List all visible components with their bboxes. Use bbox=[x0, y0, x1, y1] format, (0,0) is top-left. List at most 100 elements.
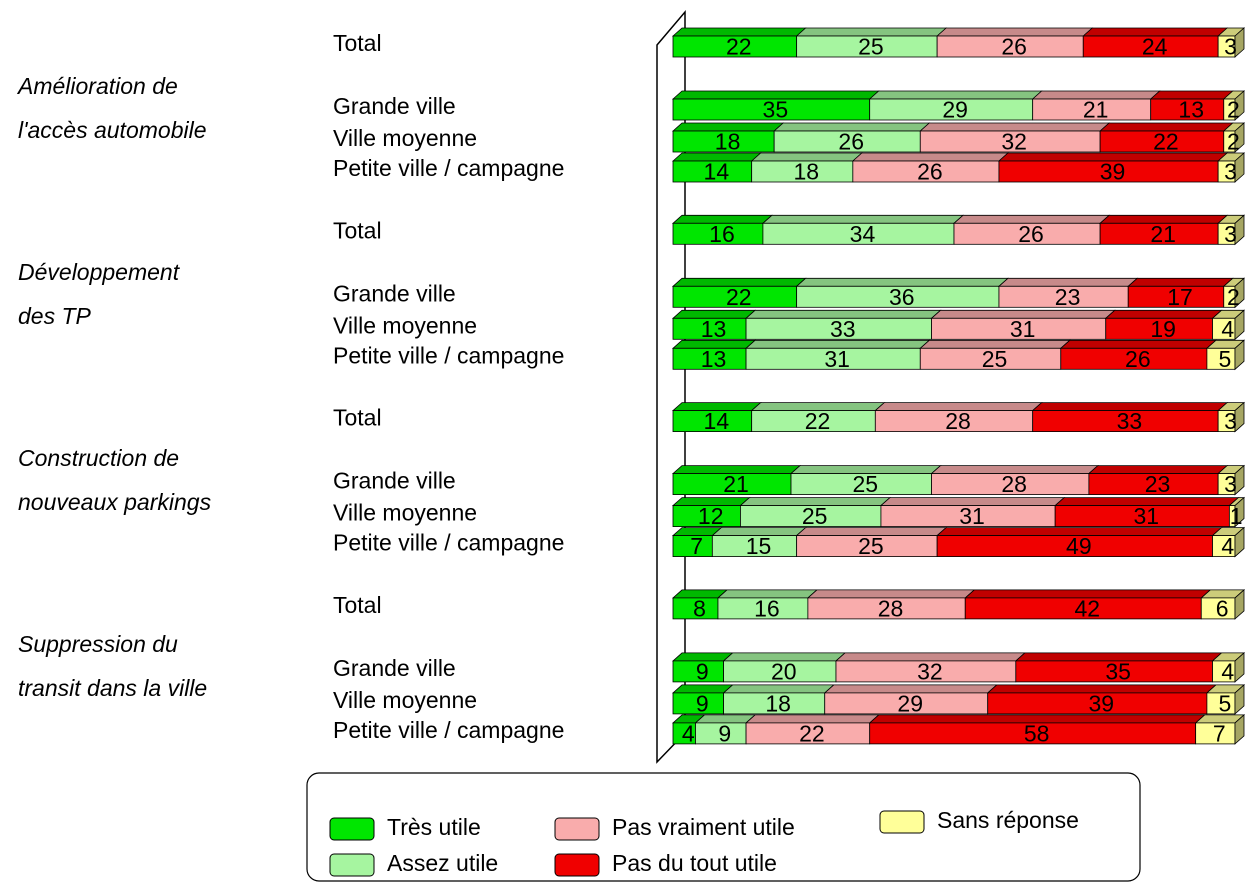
value-label: 7 bbox=[1213, 720, 1226, 746]
value-label: 3 bbox=[1224, 34, 1237, 60]
value-label: 13 bbox=[1178, 97, 1204, 123]
row-label: Total bbox=[333, 30, 382, 56]
row-label: Ville moyenne bbox=[333, 312, 477, 338]
value-label: 6 bbox=[1216, 595, 1229, 621]
value-label: 16 bbox=[709, 221, 735, 247]
value-label: 22 bbox=[1153, 129, 1179, 155]
row-label: Ville moyenne bbox=[333, 500, 477, 526]
value-label: 21 bbox=[1083, 97, 1109, 123]
row-label: Ville moyenne bbox=[333, 125, 477, 151]
legend-swatch bbox=[329, 817, 375, 841]
value-label: 31 bbox=[824, 346, 850, 372]
value-label: 2 bbox=[1227, 129, 1240, 155]
value-label: 21 bbox=[1150, 221, 1176, 247]
value-label: 26 bbox=[1001, 34, 1027, 60]
value-label: 33 bbox=[830, 316, 856, 342]
value-label: 16 bbox=[754, 595, 780, 621]
value-label: 4 bbox=[1221, 533, 1234, 559]
value-label: 19 bbox=[1150, 316, 1176, 342]
legend-swatch bbox=[554, 853, 600, 877]
value-label: 14 bbox=[704, 408, 730, 434]
bar-side bbox=[1234, 526, 1245, 558]
row-label: Petite ville / campagne bbox=[333, 342, 564, 368]
bar-side bbox=[1234, 152, 1245, 183]
group-label: transit dans la ville bbox=[18, 675, 207, 701]
legend-label: Pas du tout utile bbox=[612, 850, 777, 876]
group-label: l'accès automobile bbox=[18, 117, 207, 143]
group-label: Développement bbox=[18, 259, 181, 285]
value-label: 14 bbox=[704, 159, 730, 185]
legend-box bbox=[306, 772, 1141, 882]
value-label: 25 bbox=[858, 34, 884, 60]
value-label: 1 bbox=[1230, 503, 1243, 529]
value-label: 13 bbox=[701, 346, 727, 372]
value-label: 20 bbox=[771, 658, 797, 684]
value-label: 22 bbox=[726, 284, 752, 310]
bar-side bbox=[1234, 496, 1245, 528]
row-label: Petite ville / campagne bbox=[333, 155, 564, 181]
bar-side bbox=[1234, 652, 1245, 683]
row-label: Ville moyenne bbox=[333, 687, 477, 713]
bar-side bbox=[1234, 309, 1245, 341]
value-label: 28 bbox=[878, 595, 904, 621]
value-label: 22 bbox=[799, 720, 825, 746]
bar-side bbox=[1234, 589, 1245, 620]
value-label: 26 bbox=[838, 129, 864, 155]
value-label: 3 bbox=[1224, 408, 1237, 434]
value-label: 22 bbox=[805, 408, 831, 434]
value-label: 29 bbox=[897, 690, 923, 716]
value-label: 3 bbox=[1224, 221, 1237, 247]
bar-side bbox=[1234, 277, 1245, 309]
value-label: 31 bbox=[1133, 503, 1159, 529]
bar-side bbox=[1234, 122, 1245, 153]
legend-swatch bbox=[554, 817, 600, 841]
value-label: 9 bbox=[718, 720, 731, 746]
value-label: 26 bbox=[917, 159, 943, 185]
value-label: 39 bbox=[1089, 690, 1115, 716]
bar-side bbox=[1234, 714, 1245, 745]
value-label: 5 bbox=[1219, 346, 1232, 372]
value-label: 58 bbox=[1024, 720, 1050, 746]
group-label: Construction de bbox=[18, 445, 179, 471]
row-label: Total bbox=[333, 592, 382, 618]
value-label: 12 bbox=[698, 503, 724, 529]
bar-side bbox=[1234, 339, 1245, 371]
value-label: 18 bbox=[765, 690, 791, 716]
legend-label: Pas vraiment utile bbox=[612, 814, 795, 840]
value-label: 28 bbox=[1001, 471, 1027, 497]
value-label: 23 bbox=[1145, 471, 1171, 497]
bar-side bbox=[1234, 90, 1245, 121]
bar-side bbox=[1234, 27, 1245, 58]
value-label: 25 bbox=[852, 471, 878, 497]
value-label: 25 bbox=[858, 533, 884, 559]
group-label: des TP bbox=[18, 303, 92, 329]
row-label: Grande ville bbox=[333, 93, 456, 119]
legend-label: Sans réponse bbox=[937, 807, 1079, 833]
value-label: 31 bbox=[1010, 316, 1036, 342]
legend-label: Très utile bbox=[387, 814, 481, 840]
value-label: 26 bbox=[1018, 221, 1044, 247]
row-label: Petite ville / campagne bbox=[333, 530, 564, 556]
value-label: 21 bbox=[723, 471, 749, 497]
value-label: 35 bbox=[1105, 658, 1131, 684]
row-label: Total bbox=[333, 405, 382, 431]
value-label: 9 bbox=[696, 690, 709, 716]
value-label: 35 bbox=[763, 97, 789, 123]
value-label: 5 bbox=[1219, 690, 1232, 716]
value-label: 18 bbox=[715, 129, 741, 155]
value-label: 26 bbox=[1125, 346, 1151, 372]
legend-swatch bbox=[879, 810, 925, 834]
value-label: 3 bbox=[1224, 159, 1237, 185]
value-label: 22 bbox=[726, 34, 752, 60]
legend-swatch bbox=[329, 853, 375, 877]
bar-side bbox=[1234, 401, 1245, 433]
row-label: Grande ville bbox=[333, 468, 456, 494]
value-label: 34 bbox=[850, 221, 876, 247]
value-label: 2 bbox=[1227, 284, 1240, 310]
value-label: 9 bbox=[696, 658, 709, 684]
value-label: 23 bbox=[1055, 284, 1081, 310]
value-label: 15 bbox=[746, 533, 772, 559]
value-label: 4 bbox=[682, 720, 695, 746]
